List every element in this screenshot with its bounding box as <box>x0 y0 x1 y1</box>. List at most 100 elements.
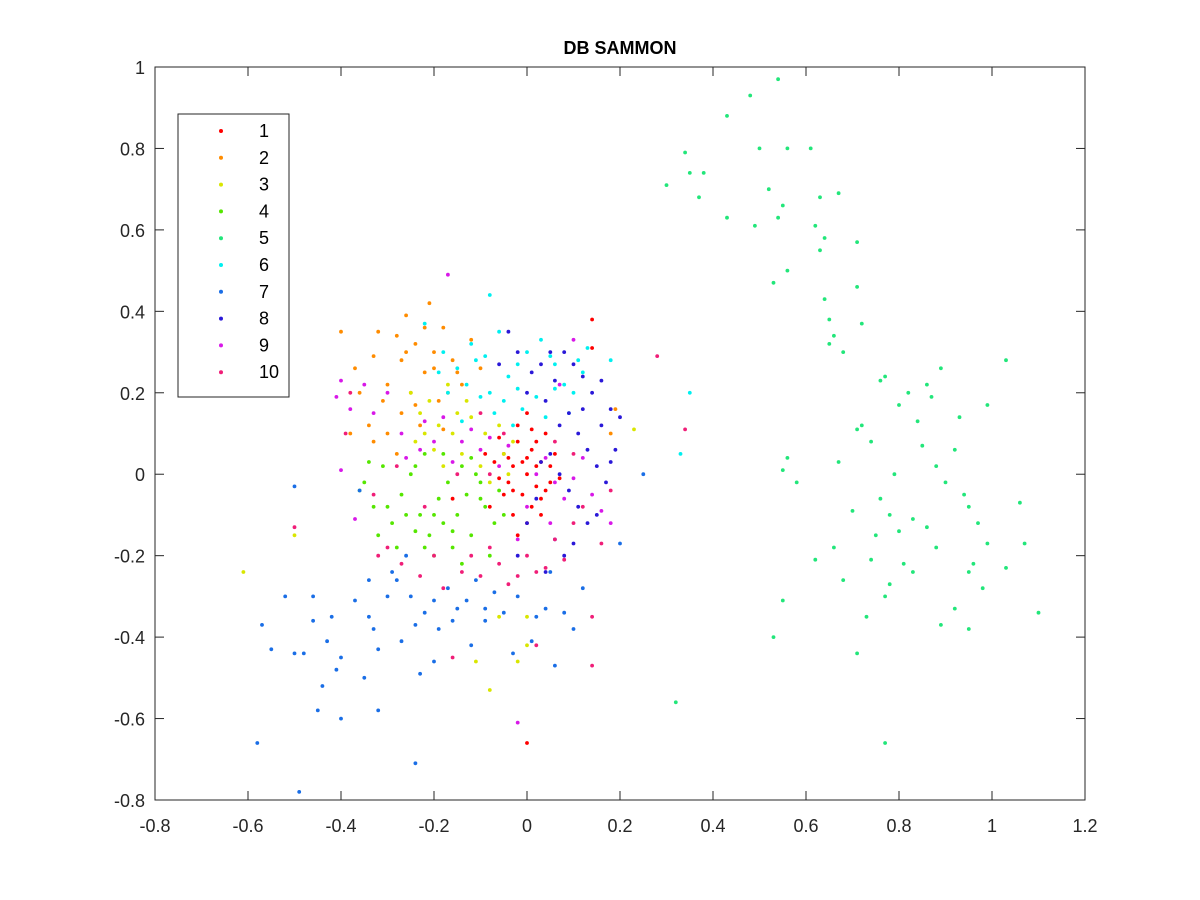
data-point-series-8 <box>571 362 576 367</box>
data-point-series-4 <box>441 452 446 456</box>
data-point-series-4 <box>436 496 441 501</box>
data-point-series-7 <box>329 614 334 619</box>
data-point-series-3 <box>469 415 474 420</box>
data-point-series-4 <box>446 480 450 485</box>
data-point-series-7 <box>325 639 329 644</box>
data-point-series-2 <box>385 431 390 436</box>
data-point-series-1 <box>506 480 511 485</box>
data-point-series-2 <box>339 329 343 334</box>
data-point-series-2 <box>427 301 432 306</box>
data-point-series-8 <box>580 374 585 379</box>
data-point-series-9 <box>469 427 474 432</box>
data-point-series-6 <box>501 399 506 403</box>
data-point-series-1 <box>539 513 543 517</box>
data-point-series-7 <box>580 586 585 591</box>
data-point-series-7 <box>320 684 325 688</box>
data-point-series-5 <box>757 146 762 151</box>
data-point-series-1 <box>553 452 557 456</box>
data-point-series-10 <box>562 557 567 562</box>
data-point-series-5 <box>827 317 832 322</box>
data-point-series-8 <box>590 390 594 395</box>
data-point-series-5 <box>878 496 883 501</box>
data-point-series-5 <box>687 171 692 175</box>
data-point-series-2 <box>413 403 418 407</box>
data-point-series-7 <box>571 627 576 631</box>
data-point-series-7 <box>492 590 497 595</box>
data-point-series-9 <box>515 720 520 725</box>
data-point-series-6 <box>539 337 543 342</box>
data-point-series-5 <box>785 268 790 273</box>
data-point-series-1 <box>529 447 534 452</box>
data-point-series-4 <box>408 472 413 477</box>
data-point-series-5 <box>925 525 929 530</box>
data-point-series-4 <box>390 521 394 525</box>
data-point-series-7 <box>297 790 302 794</box>
data-point-series-9 <box>590 492 594 497</box>
data-point-series-4 <box>474 472 478 477</box>
data-point-series-10 <box>525 553 529 558</box>
data-point-series-2 <box>450 358 455 363</box>
data-point-series-10 <box>655 354 660 358</box>
legend: 1 2 3 4 5 6 7 8 9 10 <box>177 113 290 398</box>
data-point-series-2 <box>469 337 474 342</box>
y-tick-label: -0.6 <box>114 710 145 730</box>
data-point-series-3 <box>418 411 422 415</box>
data-point-series-8 <box>567 488 571 493</box>
data-point-series-9 <box>404 456 408 460</box>
data-point-series-9 <box>422 419 427 424</box>
data-point-series-5 <box>832 333 836 338</box>
data-point-series-2 <box>367 423 371 428</box>
data-point-series-5 <box>1004 358 1008 363</box>
data-point-series-7 <box>483 606 488 611</box>
data-point-series-5 <box>883 594 887 599</box>
data-point-series-5 <box>836 460 841 464</box>
data-point-series-5 <box>753 223 757 228</box>
data-point-series-8 <box>576 431 581 436</box>
data-point-series-6 <box>474 358 478 363</box>
data-point-series-10 <box>608 488 613 493</box>
data-point-series-9 <box>599 509 604 513</box>
legend-label-1: 1 <box>259 121 269 141</box>
data-point-series-4 <box>460 561 464 566</box>
data-point-series-5 <box>1004 566 1008 570</box>
data-point-series-8 <box>539 362 543 367</box>
data-point-series-8 <box>539 460 543 464</box>
data-point-series-6 <box>571 390 576 395</box>
data-point-series-9 <box>562 496 567 501</box>
data-point-series-8 <box>608 407 613 411</box>
data-point-series-4 <box>399 492 404 497</box>
data-point-series-5 <box>822 297 827 301</box>
data-point-series-6 <box>534 395 539 399</box>
data-point-series-9 <box>506 443 511 448</box>
data-point-series-6 <box>487 390 492 395</box>
data-point-series-10 <box>455 472 460 477</box>
data-point-series-6 <box>455 366 460 371</box>
data-point-series-3 <box>497 614 501 619</box>
data-point-series-4 <box>478 480 483 485</box>
data-point-series-7 <box>474 578 478 582</box>
data-point-series-6 <box>585 346 590 350</box>
data-point-series-5 <box>822 236 827 240</box>
data-point-series-5 <box>985 403 990 407</box>
data-point-series-6 <box>687 390 692 395</box>
data-point-series-2 <box>441 325 446 330</box>
data-point-series-1 <box>543 488 548 493</box>
data-point-series-4 <box>362 480 367 485</box>
data-point-series-3 <box>464 399 469 403</box>
data-point-series-5 <box>780 468 785 472</box>
data-point-series-8 <box>525 390 529 395</box>
data-point-series-5 <box>939 623 943 627</box>
data-point-series-7 <box>367 578 371 582</box>
data-point-series-8 <box>599 423 604 428</box>
data-point-series-10 <box>394 464 399 468</box>
data-point-series-6 <box>460 419 464 424</box>
data-point-series-4 <box>441 521 446 525</box>
data-point-series-10 <box>571 452 576 456</box>
data-point-series-8 <box>613 447 618 452</box>
data-point-series-6 <box>580 370 585 375</box>
data-point-series-9 <box>553 480 557 485</box>
data-point-series-2 <box>432 350 436 354</box>
data-point-series-10 <box>432 553 436 558</box>
data-point-series-10 <box>553 439 557 444</box>
data-point-series-1 <box>520 460 525 464</box>
